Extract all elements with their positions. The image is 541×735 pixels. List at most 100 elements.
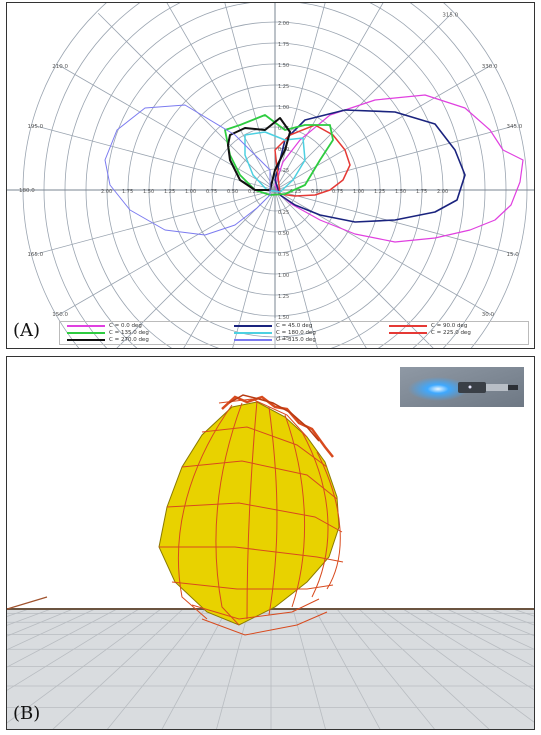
floor-grid-line	[216, 608, 250, 729]
floor-grid-line	[7, 608, 140, 691]
floor-grid-line	[424, 608, 534, 668]
legend-label: C = 225.0 deg	[431, 330, 471, 336]
wireframe-crest	[228, 394, 320, 442]
radial-tick-label: 0.25	[278, 210, 289, 216]
grid-spoke	[58, 64, 276, 191]
wireframe-meridian	[316, 451, 341, 590]
radial-tick-label: 1.50	[278, 63, 289, 69]
radial-tick-label: 1.50	[143, 189, 154, 195]
curve-c-180	[244, 131, 306, 193]
wireframe-ring	[201, 611, 328, 636]
radial-tick-label: 1.25	[278, 294, 289, 300]
angle-tick-label: 15.0	[507, 252, 520, 258]
radial-tick-label: 0.25	[278, 168, 289, 174]
radial-tick-label: 1.75	[122, 189, 133, 195]
radial-tick-label: 0.75	[332, 189, 343, 195]
legend-label: C = 45.0 deg	[276, 323, 313, 329]
legend-label: C = 90.0 deg	[431, 323, 468, 329]
radial-tick-label: 2.00	[278, 21, 289, 27]
legend-item: C = 135.0 deg	[67, 330, 149, 336]
legend-item: C = 225.0 deg	[389, 330, 471, 336]
grid-spoke	[166, 3, 276, 191]
3d-scene	[7, 394, 534, 729]
legend-swatch	[67, 332, 105, 334]
grid-spoke	[224, 3, 276, 191]
grid-spoke	[274, 64, 492, 191]
grid-spoke	[232, 189, 276, 348]
wireframe-meridian	[284, 414, 306, 608]
wireframe-ring	[181, 460, 338, 500]
floor-grid-line	[380, 608, 534, 723]
angle-tick-label: 330.0	[482, 64, 498, 70]
curve-c-270	[227, 117, 291, 191]
grid-spoke	[183, 189, 276, 348]
3d-intensity-panel: (B)	[6, 356, 535, 730]
radial-tick-label: 0.25	[248, 189, 259, 195]
legend-label: C = 180.0 deg	[276, 330, 316, 336]
angle-tick-label: 315.0	[442, 13, 458, 19]
radial-tick-label: 0.50	[278, 231, 289, 237]
floor-grid-line	[314, 608, 381, 729]
floor-grid-line	[7, 608, 162, 724]
angle-tick-label: 30.0	[482, 312, 495, 318]
floor-grid-line	[107, 608, 206, 729]
axis-stub	[7, 596, 48, 610]
grid-spoke	[274, 189, 318, 348]
angle-tick-label: 210.0	[52, 64, 68, 70]
legend-label: C = 0.0 deg	[109, 323, 142, 329]
angle-tick-label: 165.0	[27, 252, 43, 258]
polar-grid	[7, 3, 534, 348]
grid-spoke	[274, 12, 453, 191]
polar-legend: C = 0.0 deg C = 135.0 deg C = 270.0 deg …	[59, 321, 529, 345]
floor-grid-line	[336, 608, 435, 729]
radial-tick-label: 1.25	[164, 189, 175, 195]
legend-item: C = 315.0 deg	[234, 337, 316, 343]
legend-item: C = 45.0 deg	[234, 323, 312, 329]
angle-tick-label: 195.0	[27, 124, 43, 130]
grid-spoke	[274, 189, 492, 316]
floor-grid-line	[7, 608, 118, 668]
radial-tick-label: 0.25	[290, 189, 301, 195]
radial-tick-label: 1.75	[278, 42, 289, 48]
wireframe-ring	[171, 581, 334, 590]
angle-tick-label: 150.0	[52, 312, 68, 318]
floor-grid-line	[468, 608, 534, 637]
legend-swatch	[67, 339, 105, 341]
legend-swatch	[234, 325, 272, 327]
grid-spoke	[274, 189, 434, 348]
floor-grid-line	[402, 608, 534, 691]
polar-plot: 0.25 0.25 0.25 0.25 0.50 0.50 0.50 0.50 0.75 0.75…	[7, 3, 534, 348]
radial-tick-label: 1.00	[278, 273, 289, 279]
wireframe-meridian	[215, 402, 243, 626]
legend-label: C = 315.0 deg	[276, 337, 316, 343]
grid-spoke	[274, 3, 384, 191]
legend-swatch	[234, 332, 272, 334]
radial-tick-label: 0.50	[311, 189, 322, 195]
radial-tick-label: 1.25	[374, 189, 385, 195]
radial-tick-label: 1.75	[278, 336, 289, 342]
floor-grid-line	[358, 608, 490, 729]
radial-tick-label: 1.25	[278, 84, 289, 90]
radial-tick-label: 2.00	[101, 189, 112, 195]
angle-tick-label: 345.0	[507, 124, 523, 130]
legend-item: C = 0.0 deg	[67, 323, 142, 329]
curve-c-315	[104, 104, 271, 236]
legend-label: C = 135.0 deg	[109, 330, 149, 336]
angle-tick-label: 180.0	[19, 188, 35, 194]
radial-tick-label: 0.75	[206, 189, 217, 195]
curve-c-90	[274, 124, 351, 197]
wireframe-meridian	[268, 406, 278, 616]
wireframe-meridian	[301, 431, 329, 598]
legend-swatch	[389, 325, 427, 327]
curve-c-45	[274, 109, 466, 223]
legend-item: C = 270.0 deg	[67, 337, 149, 343]
radial-tick-label: 0.50	[278, 147, 289, 153]
radial-tick-label: 1.50	[395, 189, 406, 195]
floor-grid-line	[446, 608, 534, 650]
grid-spoke	[274, 189, 517, 256]
curve-c-135	[224, 114, 334, 196]
grid-spoke	[274, 124, 517, 191]
led-photo-image	[400, 367, 524, 407]
legend-swatch	[389, 332, 427, 334]
legend-swatch	[234, 339, 272, 341]
